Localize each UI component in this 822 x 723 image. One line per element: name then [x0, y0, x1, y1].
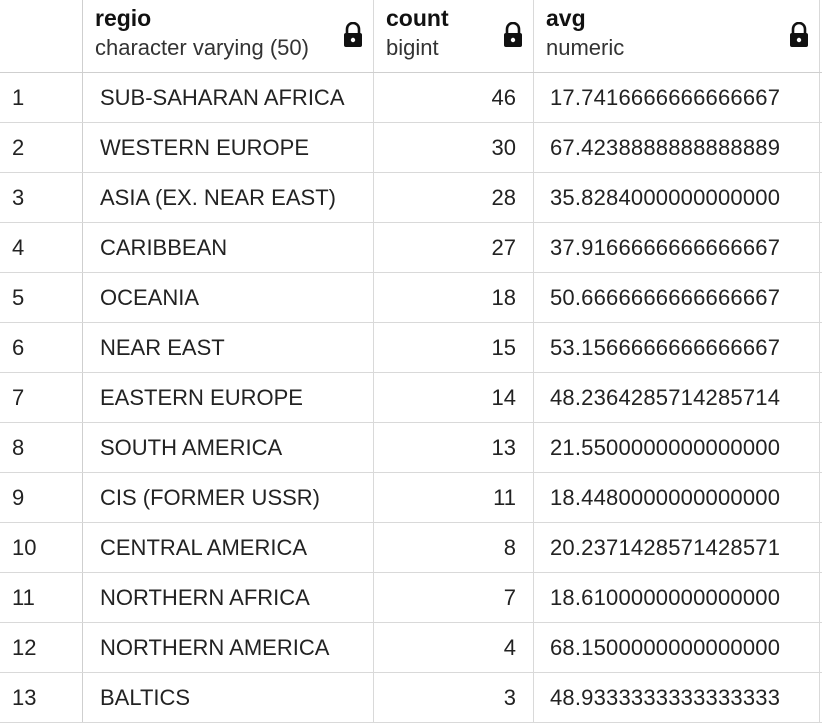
- row-number-header[interactable]: [0, 0, 83, 72]
- regio-cell[interactable]: BALTICS: [83, 673, 374, 722]
- count-cell[interactable]: 28: [374, 173, 534, 222]
- avg-cell[interactable]: 35.8284000000000000: [534, 173, 820, 222]
- row-number-cell[interactable]: 2: [0, 123, 83, 172]
- grid-body: 1 SUB-SAHARAN AFRICA 46 17.7416666666666667…: [0, 73, 822, 723]
- count-cell[interactable]: 11: [374, 473, 534, 522]
- table-row[interactable]: 5 OCEANIA 18 50.6666666666666667: [0, 273, 822, 323]
- table-row[interactable]: 10 CENTRAL AMERICA 8 20.2371428571428571: [0, 523, 822, 573]
- table-row[interactable]: 7 EASTERN EUROPE 14 48.2364285714285714: [0, 373, 822, 423]
- count-cell[interactable]: 8: [374, 523, 534, 572]
- row-number-cell[interactable]: 8: [0, 423, 83, 472]
- table-row[interactable]: 3 ASIA (EX. NEAR EAST) 28 35.82840000000000…: [0, 173, 822, 223]
- column-name: avg: [546, 5, 586, 31]
- column-header-count[interactable]: count bigint: [374, 0, 534, 72]
- lock-icon: [504, 22, 522, 47]
- regio-cell[interactable]: OCEANIA: [83, 273, 374, 322]
- column-type: bigint: [386, 35, 439, 60]
- avg-cell[interactable]: 48.2364285714285714: [534, 373, 820, 422]
- avg-cell[interactable]: 21.5500000000000000: [534, 423, 820, 472]
- table-row[interactable]: 12 NORTHERN AMERICA 4 68.1500000000000000: [0, 623, 822, 673]
- count-cell[interactable]: 4: [374, 623, 534, 672]
- row-number-cell[interactable]: 7: [0, 373, 83, 422]
- count-cell[interactable]: 46: [374, 73, 534, 122]
- avg-cell[interactable]: 67.4238888888888889: [534, 123, 820, 172]
- avg-cell[interactable]: 20.2371428571428571: [534, 523, 820, 572]
- avg-cell[interactable]: 18.4480000000000000: [534, 473, 820, 522]
- regio-cell[interactable]: WESTERN EUROPE: [83, 123, 374, 172]
- regio-cell[interactable]: CARIBBEAN: [83, 223, 374, 272]
- regio-cell[interactable]: NORTHERN AMERICA: [83, 623, 374, 672]
- avg-cell[interactable]: 17.7416666666666667: [534, 73, 820, 122]
- row-number-cell[interactable]: 11: [0, 573, 83, 622]
- column-header-regio[interactable]: regio character varying (50): [83, 0, 374, 72]
- regio-cell[interactable]: CIS (FORMER USSR): [83, 473, 374, 522]
- table-row[interactable]: 4 CARIBBEAN 27 37.9166666666666667: [0, 223, 822, 273]
- table-row[interactable]: 9 CIS (FORMER USSR) 11 18.4480000000000000: [0, 473, 822, 523]
- avg-cell[interactable]: 50.6666666666666667: [534, 273, 820, 322]
- column-name: regio: [95, 5, 152, 31]
- row-number-cell[interactable]: 13: [0, 673, 83, 722]
- table-row[interactable]: 8 SOUTH AMERICA 13 21.5500000000000000: [0, 423, 822, 473]
- table-row[interactable]: 11 NORTHERN AFRICA 7 18.6100000000000000: [0, 573, 822, 623]
- count-cell[interactable]: 27: [374, 223, 534, 272]
- row-number-cell[interactable]: 4: [0, 223, 83, 272]
- row-number-cell[interactable]: 5: [0, 273, 83, 322]
- avg-cell[interactable]: 48.9333333333333333: [534, 673, 820, 722]
- avg-cell[interactable]: 37.9166666666666667: [534, 223, 820, 272]
- regio-cell[interactable]: NORTHERN AFRICA: [83, 573, 374, 622]
- count-cell[interactable]: 13: [374, 423, 534, 472]
- row-number-cell[interactable]: 1: [0, 73, 83, 122]
- count-cell[interactable]: 15: [374, 323, 534, 372]
- regio-cell[interactable]: SOUTH AMERICA: [83, 423, 374, 472]
- table-row[interactable]: 2 WESTERN EUROPE 30 67.4238888888888889: [0, 123, 822, 173]
- column-name: count: [386, 5, 449, 31]
- count-cell[interactable]: 14: [374, 373, 534, 422]
- table-row[interactable]: 13 BALTICS 3 48.9333333333333333: [0, 673, 822, 723]
- column-header-avg[interactable]: avg numeric: [534, 0, 820, 72]
- avg-cell[interactable]: 53.1566666666666667: [534, 323, 820, 372]
- table-row[interactable]: 1 SUB-SAHARAN AFRICA 46 17.7416666666666667: [0, 73, 822, 123]
- column-type: character varying (50): [95, 35, 309, 60]
- row-number-cell[interactable]: 12: [0, 623, 83, 672]
- header-row: regio character varying (50) count bigin…: [0, 0, 822, 73]
- regio-cell[interactable]: CENTRAL AMERICA: [83, 523, 374, 572]
- regio-cell[interactable]: ASIA (EX. NEAR EAST): [83, 173, 374, 222]
- lock-icon: [790, 22, 808, 47]
- row-number-cell[interactable]: 6: [0, 323, 83, 372]
- avg-cell[interactable]: 18.6100000000000000: [534, 573, 820, 622]
- column-type: numeric: [546, 35, 625, 60]
- row-number-cell[interactable]: 9: [0, 473, 83, 522]
- row-number-cell[interactable]: 3: [0, 173, 83, 222]
- regio-cell[interactable]: EASTERN EUROPE: [83, 373, 374, 422]
- regio-cell[interactable]: SUB-SAHARAN AFRICA: [83, 73, 374, 122]
- regio-cell[interactable]: NEAR EAST: [83, 323, 374, 372]
- count-cell[interactable]: 30: [374, 123, 534, 172]
- table-row[interactable]: 6 NEAR EAST 15 53.1566666666666667: [0, 323, 822, 373]
- lock-icon: [344, 22, 362, 47]
- count-cell[interactable]: 3: [374, 673, 534, 722]
- avg-cell[interactable]: 68.1500000000000000: [534, 623, 820, 672]
- count-cell[interactable]: 18: [374, 273, 534, 322]
- count-cell[interactable]: 7: [374, 573, 534, 622]
- row-number-cell[interactable]: 10: [0, 523, 83, 572]
